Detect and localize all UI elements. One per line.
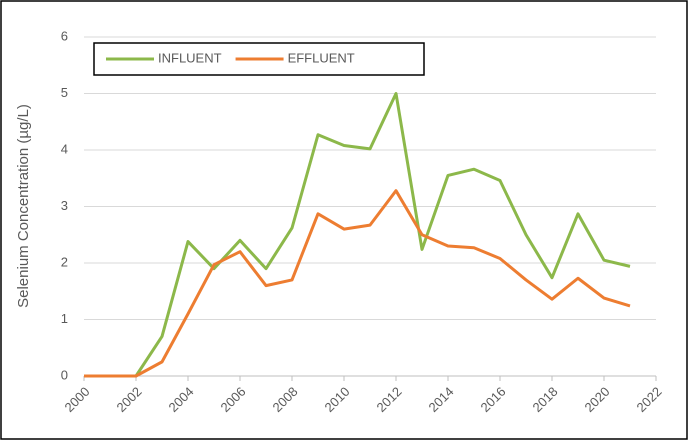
y-tick-label: 5: [61, 85, 68, 100]
y-tick-label: 0: [61, 367, 68, 382]
y-tick-label: 6: [61, 28, 68, 43]
y-tick-label: 1: [61, 311, 68, 326]
y-tick-label: 4: [61, 141, 68, 156]
series-line: [84, 189, 631, 378]
y-tick-label: 3: [61, 198, 68, 213]
y-axis-label: Selenium Concentration (µg/L): [15, 104, 32, 308]
legend-label: EFFLUENT: [288, 50, 355, 65]
legend-label: INFLUENT: [158, 50, 222, 65]
y-tick-label: 2: [61, 254, 68, 269]
series-line: [84, 92, 631, 378]
